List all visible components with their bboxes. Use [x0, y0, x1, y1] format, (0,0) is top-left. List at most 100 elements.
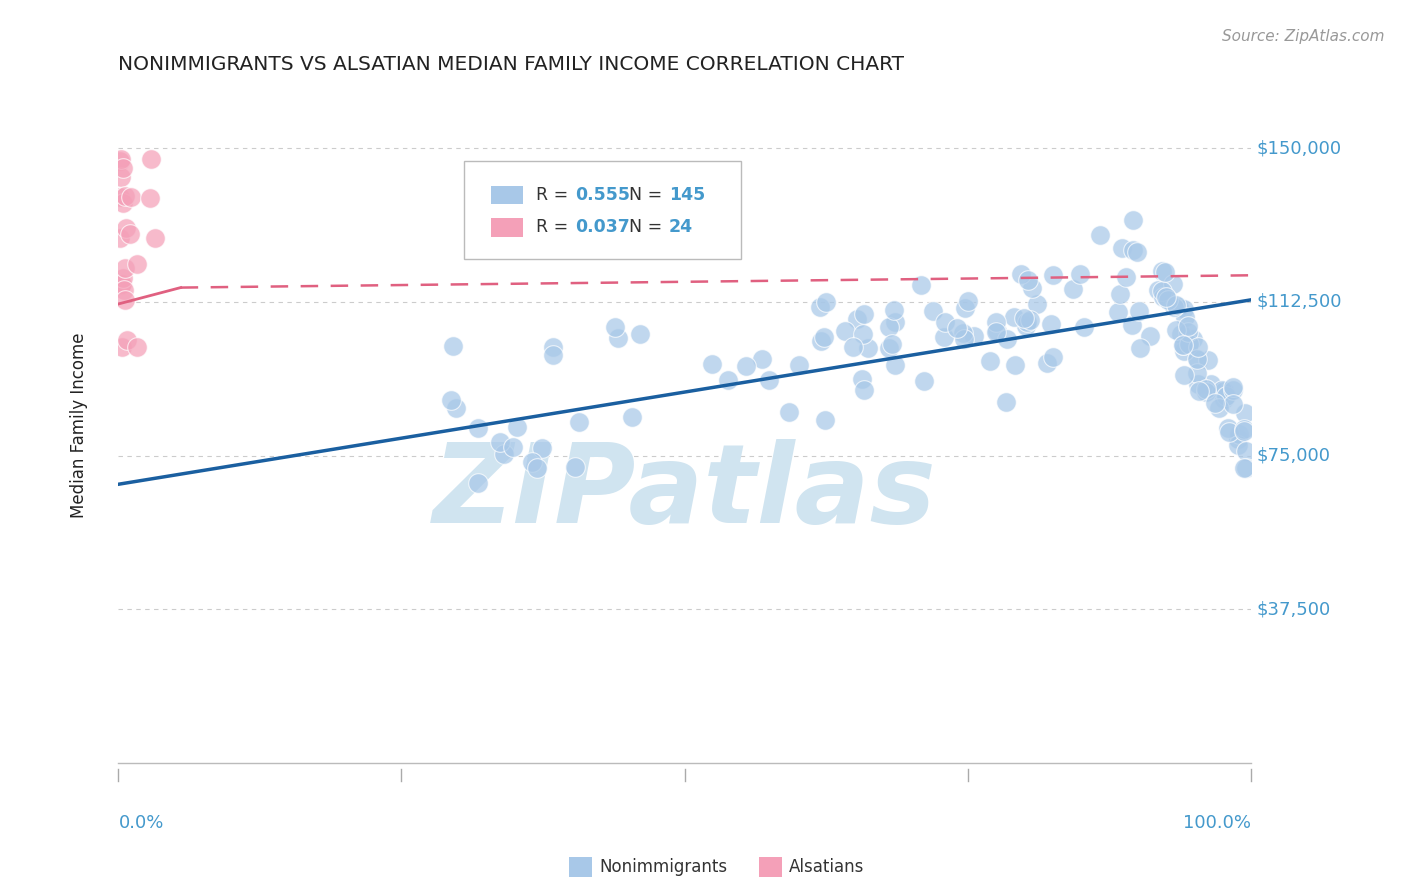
Point [1233, 461, 1256, 475]
Point [1152, 264, 1174, 278]
Point [1188, 384, 1211, 398]
Point [1213, 384, 1236, 399]
Point [1163, 277, 1185, 292]
Point [789, 359, 811, 373]
Text: 0.555: 0.555 [575, 186, 630, 204]
Point [1018, 313, 1040, 327]
Point [564, 459, 586, 474]
Point [1233, 421, 1256, 435]
Point [603, 320, 626, 334]
Point [877, 341, 900, 355]
Point [112, 195, 135, 210]
Point [606, 331, 628, 345]
Point [1178, 336, 1201, 351]
Point [110, 278, 132, 293]
Point [851, 372, 873, 386]
Point [110, 153, 132, 167]
Text: Alsatians: Alsatians [789, 858, 865, 876]
Point [1017, 272, 1039, 286]
Point [141, 152, 163, 166]
Point [1129, 341, 1152, 355]
Point [1164, 298, 1187, 312]
Text: 145: 145 [669, 186, 704, 204]
Point [979, 353, 1001, 368]
Point [1107, 305, 1129, 319]
Point [1177, 325, 1199, 339]
Text: N =: N = [628, 186, 668, 204]
Point [620, 409, 643, 424]
Point [1167, 300, 1189, 314]
Point [1234, 406, 1257, 420]
Point [884, 315, 907, 329]
Point [110, 169, 132, 184]
Text: Nonimmigrants: Nonimmigrants [599, 858, 727, 876]
Text: N =: N = [628, 219, 668, 236]
Point [1042, 350, 1064, 364]
Point [1216, 421, 1239, 435]
Point [443, 339, 465, 353]
Point [1204, 396, 1226, 410]
Point [1021, 281, 1043, 295]
Point [1111, 241, 1133, 255]
Point [813, 330, 835, 344]
Point [1062, 282, 1084, 296]
Point [138, 191, 160, 205]
Point [845, 312, 868, 326]
Point [1195, 382, 1218, 396]
Point [1182, 332, 1205, 346]
Point [912, 374, 935, 388]
Point [852, 307, 875, 321]
Point [541, 340, 564, 354]
Point [143, 231, 166, 245]
Point [1069, 268, 1091, 282]
Point [1171, 338, 1194, 352]
Point [1157, 293, 1180, 307]
Point [1147, 283, 1170, 297]
Point [932, 330, 955, 344]
Point [852, 327, 875, 342]
Point [1154, 265, 1177, 279]
Point [986, 324, 1008, 338]
Text: $150,000: $150,000 [1257, 139, 1341, 157]
Point [700, 357, 723, 371]
Point [114, 220, 136, 235]
Point [883, 302, 905, 317]
Point [1171, 337, 1194, 351]
Point [467, 421, 489, 435]
Point [1227, 438, 1250, 452]
Point [446, 401, 468, 415]
Point [1014, 319, 1036, 334]
Point [1222, 397, 1244, 411]
Point [856, 341, 879, 355]
Point [541, 348, 564, 362]
Point [1173, 301, 1195, 316]
Point [1015, 315, 1038, 329]
Point [1177, 319, 1199, 334]
Point [1139, 328, 1161, 343]
Point [520, 455, 543, 469]
Point [1170, 326, 1192, 341]
Point [1195, 384, 1218, 399]
Point [963, 328, 986, 343]
Text: ZIPatlas: ZIPatlas [433, 439, 936, 546]
Point [1187, 353, 1209, 368]
FancyBboxPatch shape [491, 186, 523, 204]
Point [946, 321, 969, 335]
Text: R =: R = [536, 219, 574, 236]
Point [735, 359, 758, 373]
Point [111, 341, 134, 355]
Point [628, 326, 651, 341]
Point [1197, 353, 1219, 368]
Point [1164, 323, 1187, 337]
Point [1227, 427, 1250, 442]
Point [108, 153, 131, 168]
Point [1122, 212, 1144, 227]
Point [1233, 424, 1256, 438]
Point [114, 261, 136, 276]
Point [834, 324, 856, 338]
Point [1150, 284, 1173, 298]
Point [1025, 297, 1047, 311]
Point [1222, 383, 1244, 397]
Point [1218, 425, 1240, 439]
Point [1187, 376, 1209, 391]
